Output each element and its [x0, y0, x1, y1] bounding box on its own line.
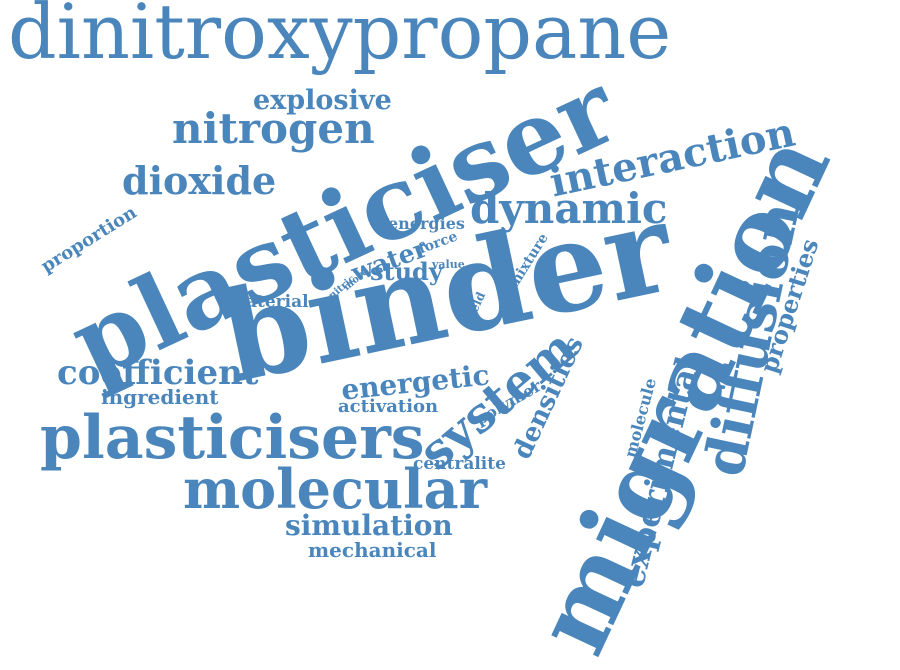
word-plasticisers: plasticisers: [40, 403, 425, 473]
word-material: material: [228, 292, 309, 312]
word-energies: energies: [388, 214, 465, 233]
word-value: value: [432, 258, 465, 271]
word-study: study: [370, 257, 443, 286]
word-molecular: molecular: [183, 457, 488, 521]
word-ingredient: ingredient: [101, 385, 219, 409]
word-dinitroxypropane: dinitroxypropane: [8, 0, 672, 76]
word-simulation: simulation: [285, 509, 453, 542]
word-dioxide: dioxide: [122, 158, 277, 203]
word-mechanical: mechanical: [308, 538, 437, 562]
word-coefficient: coefficient: [57, 353, 259, 393]
word-activation: activation: [338, 396, 439, 417]
word-nitrogen: nitrogen: [172, 104, 375, 153]
word-explosive: explosive: [253, 85, 392, 116]
word-centralite: centralite: [413, 454, 506, 474]
word-cloud: dinitroxypropane explosive nitrogen plas…: [8, 0, 853, 670]
word-dynamic: dynamic: [470, 184, 668, 233]
